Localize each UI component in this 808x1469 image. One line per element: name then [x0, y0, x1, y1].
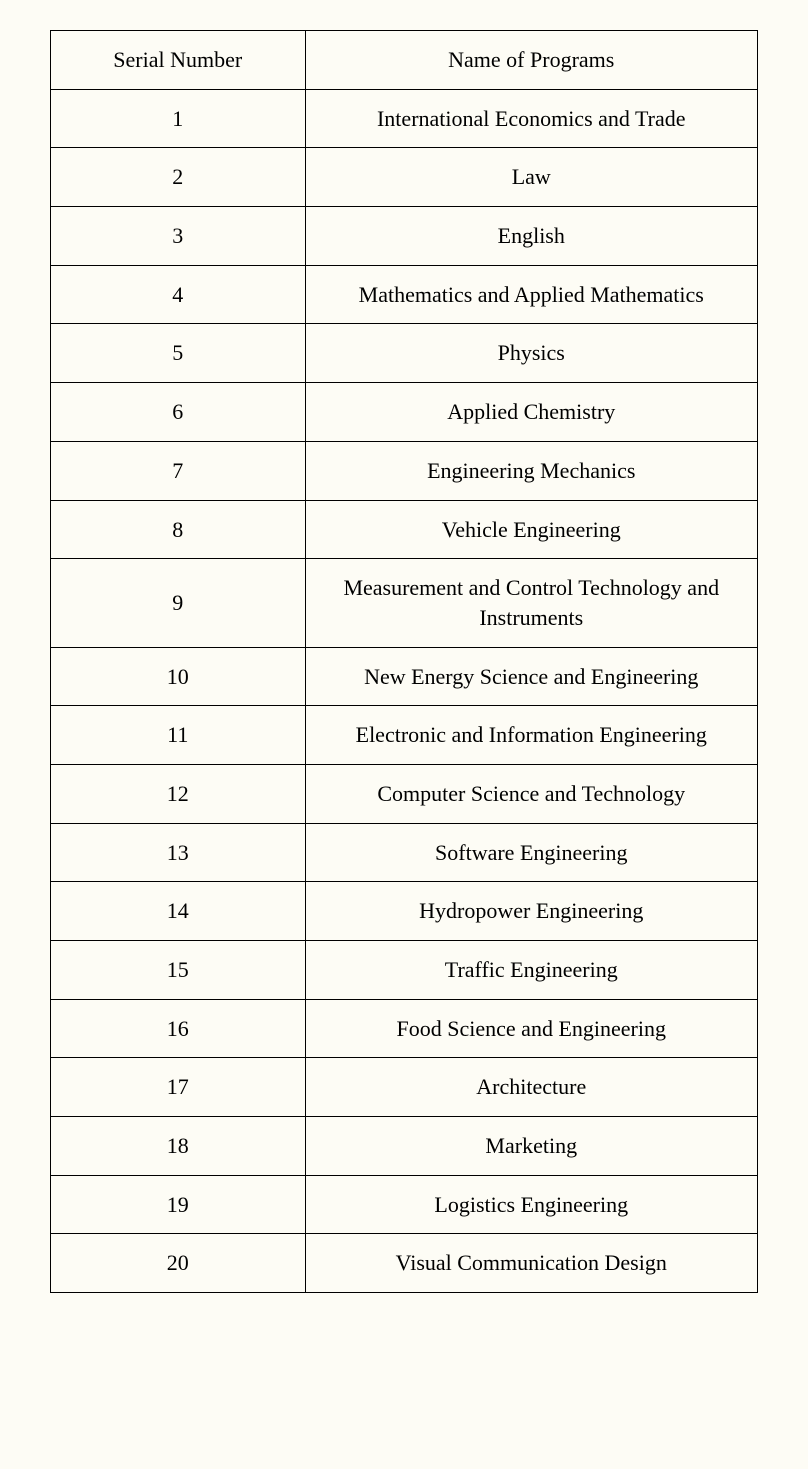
table-row: 14 Hydropower Engineering [51, 882, 758, 941]
table-row: 18 Marketing [51, 1117, 758, 1176]
cell-serial: 1 [51, 89, 306, 148]
table-row: 19 Logistics Engineering [51, 1175, 758, 1234]
table-row: 4 Mathematics and Applied Mathematics [51, 265, 758, 324]
cell-program: Applied Chemistry [305, 383, 757, 442]
cell-serial: 16 [51, 999, 306, 1058]
table-row: 1 International Economics and Trade [51, 89, 758, 148]
table-row: 5 Physics [51, 324, 758, 383]
cell-serial: 3 [51, 207, 306, 266]
cell-program: Electronic and Information Engineering [305, 706, 757, 765]
table-row: 8 Vehicle Engineering [51, 500, 758, 559]
cell-program: Hydropower Engineering [305, 882, 757, 941]
table-row: 15 Traffic Engineering [51, 941, 758, 1000]
table-row: 11 Electronic and Information Engineerin… [51, 706, 758, 765]
cell-serial: 15 [51, 941, 306, 1000]
cell-program: Computer Science and Technology [305, 764, 757, 823]
cell-serial: 10 [51, 647, 306, 706]
cell-serial: 19 [51, 1175, 306, 1234]
table-row: 12 Computer Science and Technology [51, 764, 758, 823]
table-row: 10 New Energy Science and Engineering [51, 647, 758, 706]
column-header-serial: Serial Number [51, 31, 306, 90]
cell-program: Traffic Engineering [305, 941, 757, 1000]
cell-serial: 4 [51, 265, 306, 324]
table-row: 17 Architecture [51, 1058, 758, 1117]
table-body: 1 International Economics and Trade 2 La… [51, 89, 758, 1292]
cell-serial: 5 [51, 324, 306, 383]
table-row: 20 Visual Communication Design [51, 1234, 758, 1293]
cell-program: Food Science and Engineering [305, 999, 757, 1058]
table-row: 16 Food Science and Engineering [51, 999, 758, 1058]
cell-program: International Economics and Trade [305, 89, 757, 148]
cell-serial: 12 [51, 764, 306, 823]
cell-serial: 8 [51, 500, 306, 559]
cell-program: Mathematics and Applied Mathematics [305, 265, 757, 324]
cell-program: Measurement and Control Technology and I… [305, 559, 757, 647]
table-header-row: Serial Number Name of Programs [51, 31, 758, 90]
cell-program: Marketing [305, 1117, 757, 1176]
cell-serial: 11 [51, 706, 306, 765]
table-row: 9 Measurement and Control Technology and… [51, 559, 758, 647]
cell-serial: 20 [51, 1234, 306, 1293]
cell-program: Architecture [305, 1058, 757, 1117]
cell-program: Vehicle Engineering [305, 500, 757, 559]
cell-serial: 18 [51, 1117, 306, 1176]
table-row: 2 Law [51, 148, 758, 207]
cell-serial: 9 [51, 559, 306, 647]
table-row: 13 Software Engineering [51, 823, 758, 882]
cell-program: Law [305, 148, 757, 207]
programs-table: Serial Number Name of Programs 1 Interna… [50, 30, 758, 1293]
cell-program: Visual Communication Design [305, 1234, 757, 1293]
cell-program: Logistics Engineering [305, 1175, 757, 1234]
cell-program: Engineering Mechanics [305, 441, 757, 500]
cell-serial: 17 [51, 1058, 306, 1117]
table-row: 7 Engineering Mechanics [51, 441, 758, 500]
cell-program: English [305, 207, 757, 266]
cell-serial: 7 [51, 441, 306, 500]
table-row: 3 English [51, 207, 758, 266]
cell-program: Software Engineering [305, 823, 757, 882]
column-header-program: Name of Programs [305, 31, 757, 90]
cell-serial: 13 [51, 823, 306, 882]
cell-program: New Energy Science and Engineering [305, 647, 757, 706]
cell-serial: 14 [51, 882, 306, 941]
cell-program: Physics [305, 324, 757, 383]
cell-serial: 6 [51, 383, 306, 442]
table-row: 6 Applied Chemistry [51, 383, 758, 442]
cell-serial: 2 [51, 148, 306, 207]
